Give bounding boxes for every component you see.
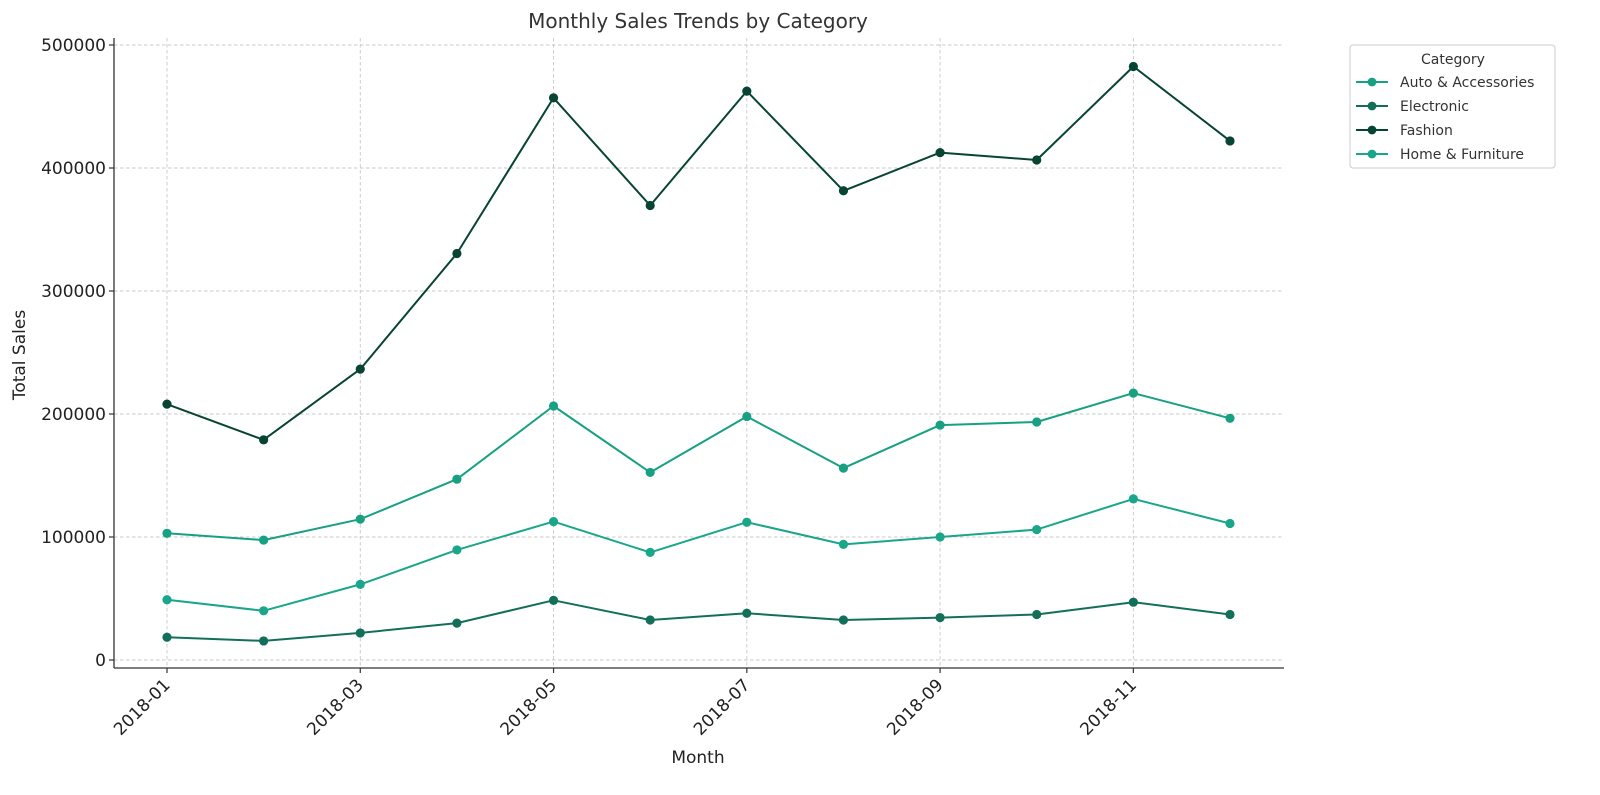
data-point-auto-accessories bbox=[549, 401, 558, 410]
data-point-fashion bbox=[646, 201, 655, 210]
y-axis-label: Total Sales bbox=[10, 310, 30, 401]
data-point-auto-accessories bbox=[742, 412, 751, 421]
data-point-electronic bbox=[259, 636, 268, 645]
legend: Category Auto & Accessories Electronic Fas… bbox=[1350, 45, 1555, 168]
legend-label: Fashion bbox=[1400, 123, 1453, 139]
data-point-auto-accessories bbox=[452, 475, 461, 484]
y-tick-label: 100000 bbox=[41, 528, 106, 548]
y-tick-label: 500000 bbox=[41, 36, 106, 56]
x-axis-label: Month bbox=[671, 748, 724, 768]
data-point-fashion bbox=[1129, 62, 1138, 71]
data-point-auto-accessories bbox=[356, 515, 365, 524]
data-point-auto-accessories bbox=[1032, 417, 1041, 426]
data-point-electronic bbox=[549, 596, 558, 605]
series-line-electronic bbox=[167, 600, 1230, 641]
x-tick-label: 2018-03 bbox=[303, 675, 367, 739]
chart-title: Monthly Sales Trends by Category bbox=[528, 9, 868, 33]
data-point-home-furniture bbox=[452, 545, 461, 554]
data-point-home-furniture bbox=[162, 595, 171, 604]
data-point-fashion bbox=[259, 435, 268, 444]
data-point-fashion bbox=[839, 186, 848, 195]
data-point-fashion bbox=[742, 87, 751, 96]
y-tick-label: 300000 bbox=[41, 282, 106, 302]
data-point-auto-accessories bbox=[935, 420, 944, 429]
series-home-furniture bbox=[162, 494, 1234, 615]
data-point-fashion bbox=[935, 148, 944, 157]
data-point-home-furniture bbox=[356, 580, 365, 589]
data-point-electronic bbox=[356, 628, 365, 637]
data-point-electronic bbox=[646, 615, 655, 624]
y-tick-label: 0 bbox=[95, 651, 106, 671]
legend-label: Electronic bbox=[1400, 99, 1469, 115]
data-point-fashion bbox=[1032, 155, 1041, 164]
data-point-home-furniture bbox=[1129, 494, 1138, 503]
data-point-home-furniture bbox=[1225, 519, 1234, 528]
data-point-electronic bbox=[452, 619, 461, 628]
data-point-home-furniture bbox=[935, 532, 944, 541]
legend-marker bbox=[1368, 78, 1377, 87]
data-point-auto-accessories bbox=[162, 529, 171, 538]
x-tick-label: 2018-07 bbox=[690, 675, 754, 739]
data-point-auto-accessories bbox=[259, 535, 268, 544]
data-point-electronic bbox=[1129, 598, 1138, 607]
data-point-electronic bbox=[839, 615, 848, 624]
data-point-auto-accessories bbox=[1225, 414, 1234, 423]
x-tick-label: 2018-05 bbox=[497, 675, 561, 739]
data-point-electronic bbox=[1032, 610, 1041, 619]
data-point-electronic bbox=[742, 609, 751, 618]
data-point-electronic bbox=[1225, 610, 1234, 619]
data-point-fashion bbox=[356, 365, 365, 374]
legend-marker bbox=[1368, 150, 1377, 159]
legend-marker bbox=[1368, 102, 1377, 111]
series-auto-accessories bbox=[162, 388, 1234, 544]
x-tick-label: 2018-11 bbox=[1077, 675, 1141, 739]
legend-label: Auto & Accessories bbox=[1400, 75, 1534, 91]
legend-label: Home & Furniture bbox=[1400, 147, 1524, 163]
data-point-auto-accessories bbox=[1129, 388, 1138, 397]
grid bbox=[114, 38, 1284, 668]
series-line-fashion bbox=[167, 67, 1230, 440]
y-tick-label: 200000 bbox=[41, 405, 106, 425]
data-point-fashion bbox=[452, 249, 461, 258]
series-electronic bbox=[162, 596, 1234, 646]
x-tick-label: 2018-01 bbox=[110, 675, 174, 739]
axes: 0 100000 200000 300000 400000 500000 2018-01 20… bbox=[41, 36, 1284, 740]
data-point-home-furniture bbox=[259, 606, 268, 615]
series-fashion bbox=[162, 62, 1234, 445]
data-point-fashion bbox=[1225, 136, 1234, 145]
x-tick-label: 2018-09 bbox=[883, 675, 947, 739]
data-point-auto-accessories bbox=[646, 468, 655, 477]
series-group bbox=[162, 62, 1234, 646]
data-point-fashion bbox=[549, 93, 558, 102]
data-point-home-furniture bbox=[1032, 525, 1041, 534]
legend-title: Category bbox=[1421, 52, 1485, 68]
data-point-home-furniture bbox=[742, 518, 751, 527]
data-point-home-furniture bbox=[839, 540, 848, 549]
data-point-electronic bbox=[935, 613, 944, 622]
legend-marker bbox=[1368, 126, 1377, 135]
series-line-home-furniture bbox=[167, 499, 1230, 611]
data-point-auto-accessories bbox=[839, 464, 848, 473]
data-point-home-furniture bbox=[646, 548, 655, 557]
data-point-electronic bbox=[162, 633, 171, 642]
data-point-fashion bbox=[162, 400, 171, 409]
data-point-home-furniture bbox=[549, 517, 558, 526]
y-tick-label: 400000 bbox=[41, 159, 106, 179]
